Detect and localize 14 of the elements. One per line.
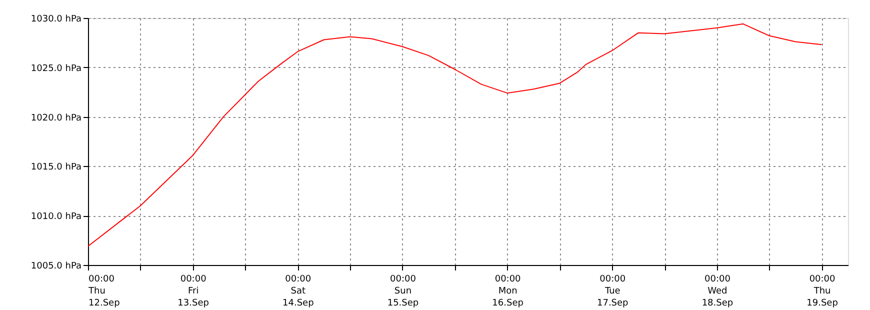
x-tick-label: 00:00 Tue 17.Sep: [596, 274, 629, 308]
x-tick-label: 00:00 Thu 19.Sep: [806, 274, 838, 308]
y-tick-label: 1010.0 hPa: [30, 212, 82, 222]
y-tick-label: 1020.0 hPa: [30, 113, 82, 124]
x-tick-label: 00:00 Wed 18.Sep: [702, 274, 734, 308]
y-tick-label: 1005.0 hPa: [30, 262, 82, 272]
x-tick-label: 00:00 Mon 16.Sep: [492, 274, 524, 308]
x-tick-label: 00:00 Thu 12.Sep: [88, 274, 120, 308]
x-tick-label: 00:00 Fri 13.Sep: [178, 274, 210, 308]
y-tick-label: 1025.0 hPa: [30, 64, 82, 74]
y-tick-label: 1015.0 hPa: [30, 162, 82, 173]
x-tick-label: 00:00 Sun 15.Sep: [387, 274, 419, 308]
y-tick-label: 1030.0 hPa: [30, 14, 82, 24]
x-tick-label: 00:00 Sat 14.Sep: [282, 274, 314, 308]
